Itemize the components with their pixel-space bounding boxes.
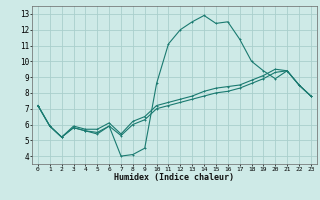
X-axis label: Humidex (Indice chaleur): Humidex (Indice chaleur)	[115, 173, 234, 182]
